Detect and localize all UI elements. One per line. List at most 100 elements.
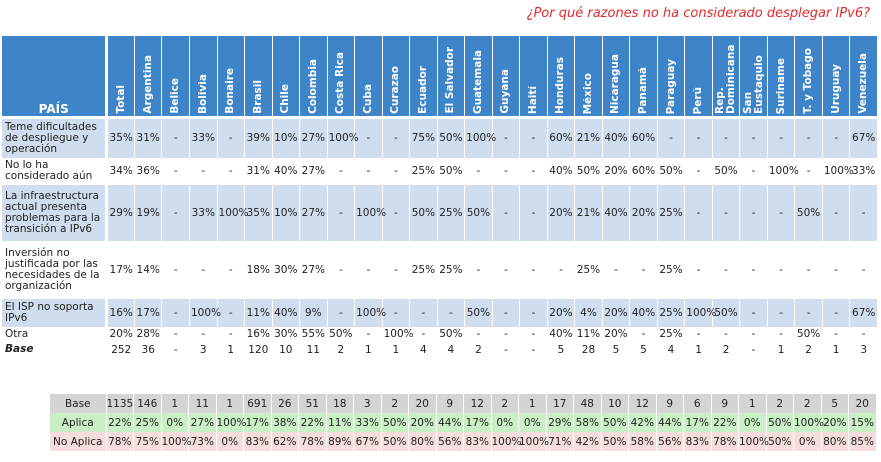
table-cell: 2 xyxy=(464,341,493,358)
summary-cell: 9 xyxy=(711,394,739,413)
table-cell: - xyxy=(547,240,576,299)
table-cell: 25% xyxy=(657,184,686,241)
summary-cell: 29% xyxy=(546,413,574,432)
table-cell: 60% xyxy=(547,117,576,158)
column-header-16: Honduras xyxy=(547,36,576,119)
table-cell: - xyxy=(739,117,768,158)
summary-cell: 20 xyxy=(408,394,437,413)
table-cell: 21% xyxy=(574,184,603,241)
column-header-label: Paraguay xyxy=(665,58,677,114)
table-cell: 1 xyxy=(822,341,851,358)
table-cell: 5 xyxy=(629,341,658,358)
row-label: El ISP no soporta IPv6 xyxy=(2,298,109,327)
table-cell: - xyxy=(327,184,356,241)
column-header-label: T. y Tobago xyxy=(803,47,815,114)
table-cell: 16% xyxy=(244,326,273,342)
summary-row-label: No Aplica xyxy=(50,432,107,451)
table-row: El ISP no soporta IPv6 16% 17% -100% -11% 40%… xyxy=(2,298,878,327)
table-cell: 100% xyxy=(767,157,799,185)
table-cell: 55% xyxy=(299,326,328,342)
table-cell: - xyxy=(794,157,823,185)
table-cell: 20% xyxy=(602,298,631,327)
table-cell: - xyxy=(519,298,548,327)
summary-cell: 17 xyxy=(546,394,574,413)
summary-cell: 44% xyxy=(436,413,464,432)
table-cell: - xyxy=(822,326,851,342)
table-cell: 35% xyxy=(244,184,273,241)
summary-cell: 71% xyxy=(546,432,574,451)
table-cell: 28% xyxy=(134,326,163,342)
summary-cell: 0% xyxy=(793,432,822,451)
summary-cell: 0% xyxy=(161,413,189,432)
summary-cell: 20% xyxy=(821,413,849,432)
summary-cell: 11 xyxy=(188,394,217,413)
column-header-label: San Eustaquio xyxy=(742,55,765,114)
table-cell: - xyxy=(382,184,411,241)
column-header-19: Panamá xyxy=(629,36,658,119)
table-cell: - xyxy=(464,157,493,185)
table-cell: 39% xyxy=(244,117,273,158)
table-row: Otra 20% 28% - - -16% 30% 55% 50% -100% -50% - - -40%… xyxy=(2,326,878,342)
table-cell: 25% xyxy=(574,240,603,299)
table-cell: 16% xyxy=(106,298,135,327)
table-cell: 18% xyxy=(244,240,273,299)
column-header-22: Rep. Dominicana xyxy=(712,36,741,119)
table-cell: 100% xyxy=(684,298,716,327)
table-cell: 50% xyxy=(437,157,466,185)
table-cell: - xyxy=(161,240,190,299)
table-cell: - xyxy=(382,117,411,158)
summary-cell: 1 xyxy=(216,394,244,413)
summary-cell: 0% xyxy=(518,413,547,432)
table-cell: - xyxy=(382,240,411,299)
column-header-row: PAÍS Total Argentina Belice Bolivia Bonaire B… xyxy=(2,36,878,119)
summary-cell: 80% xyxy=(408,432,437,451)
summary-cell: 10 xyxy=(601,394,629,413)
summary-cell: 1 xyxy=(518,394,547,413)
table-cell: - xyxy=(739,341,768,358)
table-cell: - xyxy=(354,157,383,185)
table-cell: 100% xyxy=(217,184,249,241)
column-header-26: Uruguay xyxy=(822,36,851,119)
table-cell: 2 xyxy=(794,341,823,358)
summary-cell: 67% xyxy=(353,432,382,451)
column-header-0: Total xyxy=(106,36,135,119)
summary-cell: 42% xyxy=(573,432,602,451)
table-cell: 50% xyxy=(794,184,823,241)
table-cell: 25% xyxy=(657,326,686,342)
table-cell: - xyxy=(739,157,768,185)
summary-cell: 75% xyxy=(133,432,162,451)
table-cell: - xyxy=(629,240,658,299)
table-cell: - xyxy=(767,184,796,241)
table-cell: 50% xyxy=(409,184,438,241)
summary-cell: 22% xyxy=(298,413,327,432)
summary-cell: 1135 xyxy=(106,394,134,413)
summary-cell: 20 xyxy=(848,394,877,413)
table-cell: 100% xyxy=(464,117,496,158)
table-cell: 4% xyxy=(574,298,603,327)
table-cell: - xyxy=(161,298,190,327)
column-header-6: Chile xyxy=(272,36,301,119)
table-cell: 50% xyxy=(574,157,603,185)
table-cell: - xyxy=(712,240,741,299)
table-cell: - xyxy=(409,298,438,327)
table-cell: - xyxy=(767,326,796,342)
column-header-label: Colombia xyxy=(307,59,319,114)
table-cell: - xyxy=(794,298,823,327)
summary-cell: 42% xyxy=(628,413,657,432)
column-header-4: Bonaire xyxy=(217,36,246,119)
table-cell: - xyxy=(382,157,411,185)
table-cell: - xyxy=(464,240,493,299)
table-cell: - xyxy=(629,326,658,342)
column-header-label: Chile xyxy=(280,84,292,114)
table-cell: - xyxy=(712,184,741,241)
table-cell: 40% xyxy=(602,184,631,241)
table-cell: 21% xyxy=(574,117,603,158)
table-cell: 9% xyxy=(299,298,328,327)
table-cell: - xyxy=(217,157,246,185)
table-cell: 20% xyxy=(629,184,658,241)
summary-cell: 80% xyxy=(821,432,849,451)
table-cell: - xyxy=(354,117,383,158)
table-cell: - xyxy=(217,240,246,299)
table-cell: 50% xyxy=(712,157,741,185)
summary-cell: 6 xyxy=(683,394,712,413)
